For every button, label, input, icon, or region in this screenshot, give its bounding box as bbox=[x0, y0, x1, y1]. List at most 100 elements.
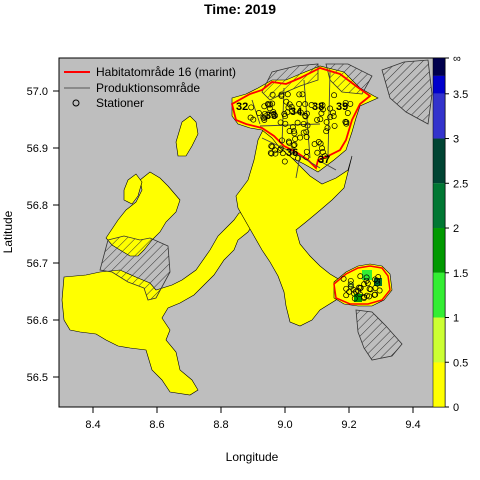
station-marker bbox=[289, 148, 296, 155]
map-area: 32 33 34 38 39 36 37 bbox=[59, 58, 445, 407]
station-marker bbox=[320, 106, 326, 113]
x-axis: 8.4 8.6 8.8 9.0 9.2 9.4 Longitude bbox=[85, 407, 421, 464]
station-marker bbox=[318, 110, 325, 117]
station-marker bbox=[314, 116, 321, 123]
water-small-inlet bbox=[123, 173, 143, 205]
station-marker bbox=[323, 119, 330, 126]
station-marker bbox=[300, 129, 307, 136]
area-label-37: 37 bbox=[318, 154, 330, 166]
colorbar-segment bbox=[433, 183, 445, 229]
station-marker bbox=[361, 281, 368, 288]
x-tick-label: 8.6 bbox=[149, 419, 164, 431]
station-marker bbox=[374, 277, 381, 284]
x-tick-label: 9.0 bbox=[277, 419, 292, 431]
station-marker bbox=[289, 107, 295, 114]
station-marker bbox=[323, 128, 330, 135]
colorbar-segment bbox=[433, 93, 445, 139]
colorbar-segment bbox=[433, 228, 445, 273]
station-marker bbox=[255, 110, 262, 116]
habitat-area-lagoon-boundary bbox=[333, 265, 391, 305]
station-marker bbox=[347, 281, 354, 288]
production-area-west bbox=[99, 235, 171, 301]
area-label-32: 32 bbox=[236, 101, 248, 113]
station-marker bbox=[375, 274, 382, 281]
colorbar-segment bbox=[433, 272, 445, 318]
cell-darkgreen bbox=[374, 278, 382, 286]
area-label-39: 39 bbox=[336, 101, 348, 113]
x-tick-label: 9.2 bbox=[341, 419, 356, 431]
station-marker bbox=[295, 155, 301, 162]
y-axis-label: Latitude bbox=[1, 210, 15, 253]
station-marker bbox=[277, 146, 283, 153]
station-marker bbox=[268, 150, 275, 157]
y-axis: 56.5 56.6 56.7 56.8 56.9 57.0 Latitude bbox=[1, 86, 59, 384]
station-marker bbox=[302, 101, 309, 108]
colorbar-tick-label: 3.5 bbox=[453, 89, 468, 101]
station-marker bbox=[319, 102, 326, 109]
chart-title: Time: 2019 bbox=[204, 1, 276, 17]
station-marker bbox=[302, 112, 309, 119]
area-label-38: 38 bbox=[312, 101, 324, 113]
station-marker bbox=[286, 128, 293, 134]
station-marker bbox=[283, 98, 290, 105]
station-marker bbox=[355, 288, 362, 294]
station-marker bbox=[327, 105, 334, 112]
station-marker bbox=[361, 294, 368, 300]
station-marker bbox=[315, 139, 322, 145]
station-marker bbox=[364, 280, 371, 287]
station-marker bbox=[357, 273, 364, 280]
legend-station-swatch bbox=[72, 99, 80, 107]
station-marker bbox=[291, 141, 298, 148]
station-marker bbox=[296, 91, 303, 98]
station-marker bbox=[317, 156, 324, 163]
station-marker bbox=[272, 112, 278, 119]
cell-lightgreen bbox=[348, 282, 354, 288]
station-marker bbox=[284, 91, 291, 98]
colorbar-tick-label: 0.5 bbox=[453, 357, 468, 369]
station-marker bbox=[347, 277, 354, 284]
colorbar-tick-label: ∞ bbox=[453, 53, 461, 65]
station-marker bbox=[319, 145, 325, 152]
station-marker bbox=[330, 113, 337, 120]
station-marker bbox=[317, 116, 324, 123]
water-upper-inlet bbox=[175, 115, 199, 157]
station-marker bbox=[343, 292, 350, 299]
x-axis-label: Longitude bbox=[226, 450, 279, 464]
station-marker bbox=[297, 109, 304, 116]
station-marker bbox=[363, 274, 370, 281]
station-marker bbox=[247, 114, 254, 121]
station-marker bbox=[261, 114, 268, 121]
colorbar-segment bbox=[433, 138, 445, 184]
x-tick-label: 8.4 bbox=[85, 419, 100, 431]
area-label-34: 34 bbox=[290, 106, 303, 118]
x-tick-label: 9.4 bbox=[405, 419, 420, 431]
station-marker bbox=[356, 284, 362, 291]
habitat-area-boundary bbox=[230, 67, 372, 170]
colorbar-tick-label: 2 bbox=[453, 223, 459, 235]
station-marker bbox=[270, 111, 277, 117]
colorbar: 0 0.5 1 1.5 2 2.5 3 3.5 ∞ bbox=[432, 53, 468, 414]
station-marker bbox=[272, 150, 279, 157]
production-area-southeast bbox=[355, 309, 403, 361]
station-marker bbox=[269, 100, 276, 107]
station-marker bbox=[303, 134, 310, 140]
station-marker bbox=[294, 119, 301, 126]
colorbar-segment bbox=[433, 58, 445, 76]
station-marker bbox=[290, 142, 297, 149]
station-marker bbox=[308, 102, 315, 108]
station-marker bbox=[261, 110, 268, 117]
station-marker bbox=[268, 143, 275, 150]
colorbar-segment bbox=[433, 317, 445, 363]
station-marker bbox=[269, 91, 276, 98]
station-marker bbox=[285, 104, 292, 111]
station-marker bbox=[299, 91, 306, 98]
colorbar-segment bbox=[433, 75, 445, 94]
station-marker bbox=[262, 113, 269, 120]
station-marker bbox=[300, 120, 307, 127]
legend-habitat-label: Habitatområde 16 (marint) bbox=[96, 65, 236, 79]
station-marker bbox=[327, 114, 334, 121]
station-marker bbox=[261, 116, 268, 123]
station-marker bbox=[319, 149, 326, 155]
legend: Habitatområde 16 (marint) Produktionsomr… bbox=[64, 65, 236, 110]
